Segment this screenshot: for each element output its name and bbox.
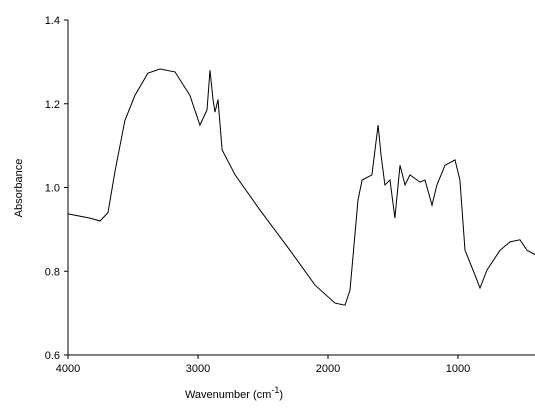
y-axis-label: Absorbance <box>13 159 25 218</box>
spectrum-line <box>67 68 535 306</box>
y-tick-label: 0.8 <box>45 266 60 278</box>
y-tick-label: 1.0 <box>45 183 60 195</box>
x-label-sup: -1 <box>271 385 279 395</box>
y-tick-label: 1.4 <box>45 15 60 27</box>
x-tick-label: 4000 <box>56 363 80 375</box>
x-tick-label: 1000 <box>446 363 470 375</box>
y-tick-label: 1.2 <box>45 99 60 111</box>
y-tick-label: 0.6 <box>45 350 60 362</box>
x-axis-label: Wavenumber (cm-1) <box>185 385 283 401</box>
x-label-main: Wavenumber (cm <box>185 389 271 401</box>
x-tick-label: 2000 <box>316 363 340 375</box>
x-label-end: ) <box>279 389 283 401</box>
x-tick-label: 3000 <box>186 363 210 375</box>
